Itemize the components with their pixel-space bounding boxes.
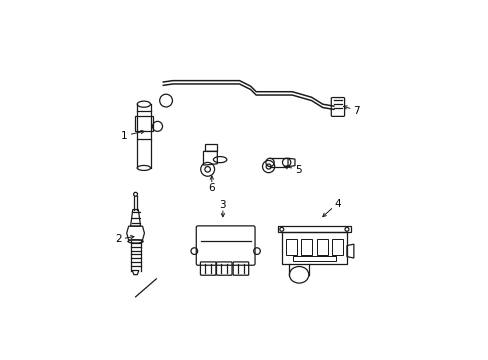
Bar xyxy=(316,239,327,255)
Bar xyxy=(331,239,342,255)
Text: 6: 6 xyxy=(208,183,215,193)
Text: 4: 4 xyxy=(334,199,341,209)
Text: 2: 2 xyxy=(115,234,121,244)
Text: 5: 5 xyxy=(294,165,301,175)
Bar xyxy=(285,239,296,255)
Bar xyxy=(135,116,152,131)
Bar xyxy=(292,256,335,261)
Bar xyxy=(277,226,350,233)
Text: 1: 1 xyxy=(121,131,127,141)
Bar xyxy=(281,233,346,264)
Bar xyxy=(301,239,311,255)
Text: 7: 7 xyxy=(352,105,359,116)
Text: 3: 3 xyxy=(219,200,226,210)
